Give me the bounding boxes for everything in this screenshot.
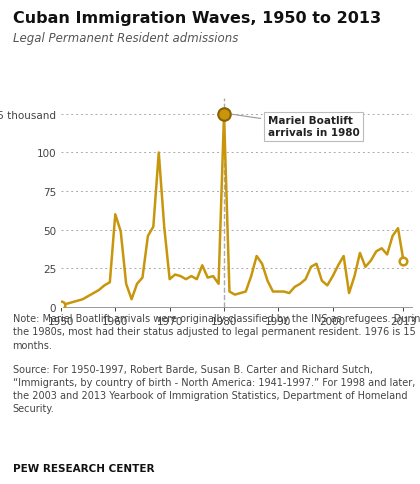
Text: PEW RESEARCH CENTER: PEW RESEARCH CENTER bbox=[13, 463, 154, 473]
Text: Note: Mariel Boatlift arrivals were originally classified by the INS as refugees: Note: Mariel Boatlift arrivals were orig… bbox=[13, 314, 420, 350]
Text: Mariel Boatlift
arrivals in 1980: Mariel Boatlift arrivals in 1980 bbox=[232, 115, 359, 138]
Text: Cuban Immigration Waves, 1950 to 2013: Cuban Immigration Waves, 1950 to 2013 bbox=[13, 11, 381, 26]
Text: Source: For 1950-1997, Robert Barde, Susan B. Carter and Richard Sutch,
“Immigra: Source: For 1950-1997, Robert Barde, Sus… bbox=[13, 364, 415, 413]
Text: Legal Permanent Resident admissions: Legal Permanent Resident admissions bbox=[13, 31, 238, 45]
